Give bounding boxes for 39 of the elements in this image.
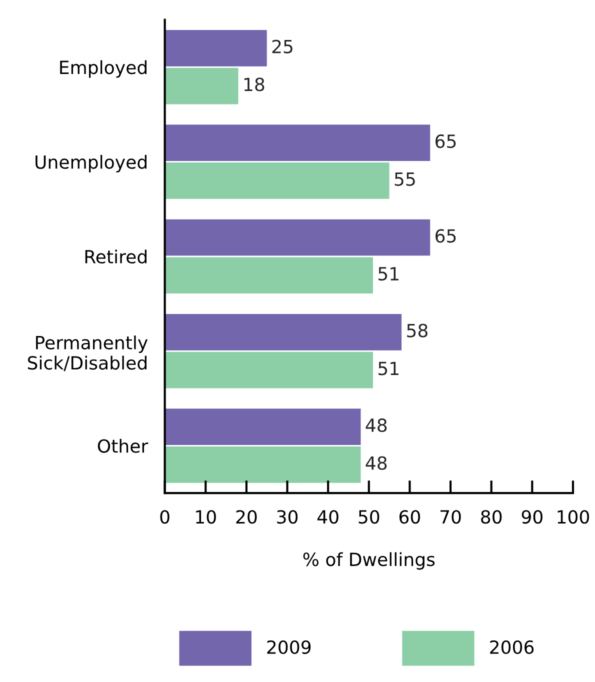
bar: [164, 124, 430, 162]
y-tick-label: Unemployed: [36, 154, 147, 172]
bar: [164, 219, 430, 256]
bar: [164, 257, 373, 294]
data-label: 65: [436, 229, 456, 243]
data-label: 48: [366, 418, 387, 432]
x-tick-label: 30: [277, 510, 298, 524]
data-label: 48: [366, 456, 387, 470]
data-label: 55: [394, 172, 415, 186]
bar: [164, 68, 238, 104]
bar: [164, 446, 361, 483]
x-tick-label: 40: [317, 510, 338, 524]
data-label: 51: [378, 362, 398, 376]
y-tick-label: Retired: [85, 250, 147, 264]
x-tick-label: 0: [160, 510, 170, 524]
x-tick-label: 50: [358, 510, 380, 524]
x-tick-label: 90: [522, 510, 542, 524]
bar: [164, 352, 373, 388]
bar: [164, 162, 390, 199]
x-tick-label: 20: [236, 510, 257, 524]
x-tick-label: 80: [481, 510, 502, 524]
y-tick-label: Permanently Sick/Disabled: [28, 335, 148, 372]
data-label: 18: [244, 78, 264, 92]
data-label: 58: [407, 324, 428, 338]
legend-label: 2009: [267, 640, 311, 654]
bar: [164, 30, 267, 66]
x-tick-label: 10: [196, 510, 216, 524]
y-tick-label: Employed: [60, 60, 146, 78]
bar: [164, 408, 361, 445]
x-tick-label: 60: [399, 510, 420, 524]
x-tick-label: 100: [558, 510, 590, 524]
x-axis-title: % of Dwellings: [303, 552, 435, 570]
bar: [164, 314, 402, 350]
x-tick-label: 70: [440, 510, 461, 524]
data-label: 25: [272, 40, 292, 54]
legend-label: 2006: [490, 640, 534, 654]
data-label: 65: [436, 134, 456, 148]
data-label: 51: [378, 267, 398, 281]
y-tick-label: Other: [98, 438, 148, 453]
